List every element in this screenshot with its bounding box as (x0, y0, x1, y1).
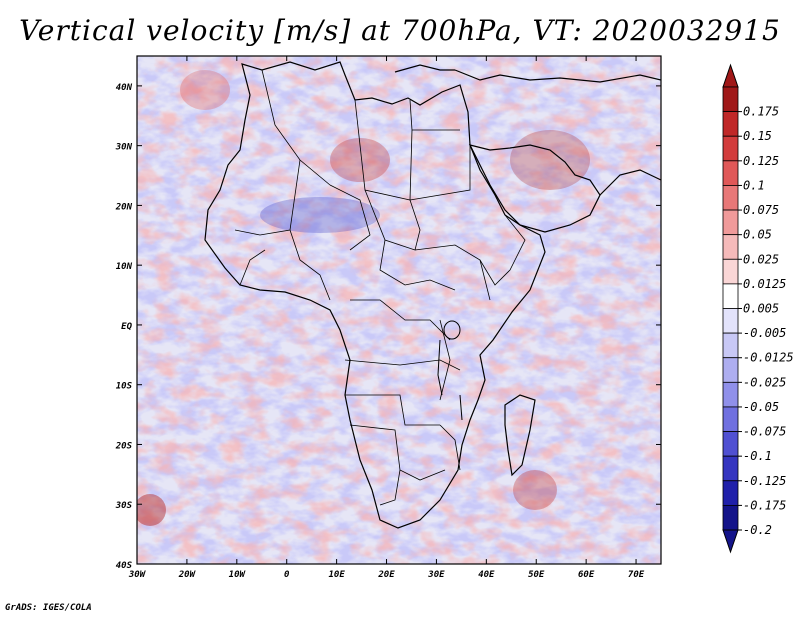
colorbar-label: 0.0125 (743, 277, 786, 291)
colorbar-label: -0.075 (743, 425, 786, 439)
lon-label: 10E (328, 570, 345, 580)
ascent-core-arabia (510, 130, 590, 190)
lon-label: 40E (478, 570, 495, 580)
ascent-core-sahara (330, 138, 390, 182)
colorbar-top-arrow (722, 63, 739, 88)
colorbar-label: 0.075 (743, 203, 779, 217)
map-title: Vertical velocity [m/s] at 700hPa, VT: 2… (19, 14, 781, 47)
country-borders (234, 69, 526, 506)
lat-label: 10S (116, 382, 133, 392)
lat-label: 40S (116, 561, 133, 571)
colorbar-swatch (722, 381, 739, 408)
colorbar-label: 0.025 (743, 252, 779, 266)
lon-label: 20E (377, 570, 395, 580)
colorbar-swatch (722, 406, 739, 432)
colorbar-swatch (722, 135, 739, 162)
descent-core-sahel (260, 197, 380, 233)
colorbar-swatch (722, 86, 739, 113)
colorbar-label: -0.0125 (743, 351, 794, 365)
asia-coastline (599, 169, 661, 196)
lat-label: 30S (115, 501, 133, 511)
coastlines (204, 61, 661, 529)
colorbar-swatch (722, 209, 739, 236)
lat-label: EQ (121, 322, 132, 332)
lat-label: 20S (115, 441, 133, 451)
lat-label: 30N (115, 143, 133, 153)
madagascar-coastline (504, 394, 536, 477)
colorbar-label: 0.005 (743, 302, 779, 316)
colorbar-label: -0.005 (743, 326, 786, 340)
colorbar-swatch (722, 283, 739, 309)
colorbar-label: -0.175 (743, 498, 786, 512)
lakes (437, 320, 463, 421)
colorbar-label: -0.05 (743, 400, 779, 414)
lake-tanganyika (437, 339, 443, 396)
colorbar-swatch (722, 111, 739, 137)
lon-label: 20W (178, 570, 197, 580)
colorbar-swatch (722, 185, 739, 211)
colorbar-swatch (722, 160, 739, 186)
colorbar-swatch (722, 504, 739, 531)
lat-label: 40N (116, 83, 133, 93)
mediterranean-north-coast (454, 69, 661, 83)
colorbar-bottom-arrow (722, 529, 739, 554)
colorbar-label: 0.05 (743, 228, 772, 242)
plot-frame (136, 55, 662, 565)
colorbar: 0.175 0.15 0.125 0.1 0.075 0.05 0.025 0.0125 0.0… (722, 63, 794, 554)
ascent-core-north-atlantic (180, 70, 230, 110)
colorbar-swatch (722, 308, 739, 334)
lon-label: 50E (528, 570, 545, 580)
colorbar-label: 0.1 (743, 178, 765, 192)
colorbar-swatch (722, 357, 739, 383)
map-plot-area (137, 56, 661, 564)
colorbar-swatch (722, 431, 739, 457)
lake-victoria (443, 320, 461, 340)
europe-coast (394, 64, 455, 73)
colorbar-swatch (722, 258, 739, 285)
lon-label: 60E (578, 570, 595, 580)
africa-coastline (204, 61, 546, 529)
lat-label: 20N (115, 202, 133, 212)
colorbar-swatch (722, 332, 739, 359)
colorbar-label: -0.2 (743, 523, 772, 537)
ascent-field (137, 56, 661, 564)
ascent-core-southeast (513, 470, 557, 510)
ascent-core-south-atlantic (137, 494, 166, 526)
grads-credit: GrADS: IGES/COLA (5, 603, 92, 613)
colorbar-label: 0.175 (743, 105, 779, 119)
colorbar-label: -0.1 (743, 449, 772, 463)
lon-label: 30E (427, 570, 445, 580)
colorbar-label: -0.025 (743, 375, 786, 389)
lon-label: 10W (229, 570, 247, 580)
lon-label: 70E (628, 570, 645, 580)
colorbar-label: 0.125 (743, 154, 779, 168)
lon-label: 30W (128, 570, 147, 580)
lake-malawi (459, 394, 463, 421)
colorbar-swatch (722, 480, 739, 506)
lon-label: 0 (284, 570, 290, 580)
lat-label: 10N (116, 262, 133, 272)
colorbar-swatch (722, 234, 739, 260)
colorbar-label: -0.125 (743, 474, 786, 488)
colorbar-label: 0.15 (743, 129, 772, 143)
colorbar-swatch (722, 455, 739, 482)
arabia-coastline (468, 144, 601, 233)
